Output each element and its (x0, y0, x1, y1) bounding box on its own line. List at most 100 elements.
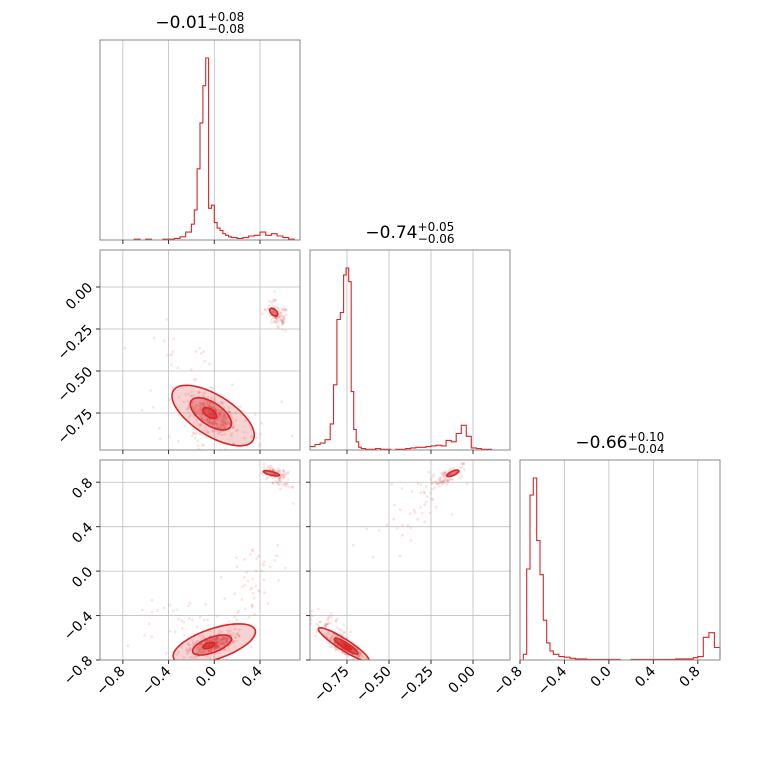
sample-point (215, 645, 219, 649)
sample-point (198, 649, 202, 652)
sample-point (210, 422, 213, 425)
summary-minus: −0.04 (628, 442, 665, 456)
sample-point (250, 605, 254, 609)
sample-point (194, 350, 198, 353)
sample-point (231, 639, 235, 643)
sample-point (215, 640, 219, 644)
sample-point (324, 623, 328, 627)
sample-point (440, 480, 444, 483)
sample-point (221, 418, 224, 422)
sample-point (327, 622, 331, 625)
sample-point (194, 377, 198, 381)
sample-point (219, 419, 223, 423)
sample-point (278, 315, 282, 319)
sample-point (461, 462, 465, 466)
sample-point (213, 421, 216, 425)
sample-point (214, 422, 217, 426)
sample-point (126, 644, 130, 648)
sample-point (330, 639, 334, 642)
sample-point (197, 408, 201, 412)
sample-point (152, 406, 155, 409)
sample-point (200, 642, 203, 646)
sample-point (330, 615, 333, 619)
sample-point (444, 478, 447, 481)
sample-point (221, 402, 225, 406)
sample-point (330, 634, 334, 638)
sample-point (434, 480, 437, 484)
sample-point (398, 554, 402, 558)
sample-point (280, 473, 284, 477)
sample-point (246, 579, 250, 583)
sample-point (221, 636, 225, 639)
sample-point (191, 639, 195, 642)
sample-point (340, 643, 344, 647)
sample-point (227, 410, 231, 414)
sample-point (194, 656, 197, 659)
sample-point (210, 638, 214, 641)
sample-point (277, 579, 280, 582)
sample-point (425, 485, 428, 488)
sample-point (284, 484, 288, 488)
sample-point (197, 412, 201, 416)
sample-point (196, 444, 200, 448)
sample-point (195, 625, 199, 629)
sample-point (196, 651, 199, 655)
sample-point (222, 637, 225, 641)
sample-point (255, 557, 258, 560)
sample-point (392, 517, 396, 521)
sample-point (235, 632, 239, 636)
sample-point (210, 405, 214, 409)
sample-point (183, 424, 187, 427)
x-tick-label: 0.4 (239, 663, 266, 690)
sample-point (329, 636, 333, 639)
sample-point (220, 642, 224, 646)
hist-panel-1: −0.74+0.05 −0.06 (309, 220, 511, 454)
sample-point (439, 472, 443, 476)
sample-point (251, 604, 254, 607)
sample-point (198, 401, 202, 405)
sample-point (209, 649, 213, 653)
x-tick-label: −0.8 (490, 664, 525, 699)
sample-point (250, 435, 254, 438)
sample-point (361, 654, 364, 658)
sample-point (230, 432, 234, 436)
sample-point (258, 590, 262, 593)
sample-point (172, 609, 175, 613)
sample-point (198, 635, 202, 638)
sample-point (198, 347, 202, 350)
density-contour (333, 637, 359, 655)
sample-point (205, 420, 209, 423)
sample-point (222, 641, 225, 644)
sample-point (272, 468, 275, 472)
sample-point (219, 423, 223, 427)
sample-point (203, 391, 207, 395)
sample-point (351, 649, 355, 652)
sample-point (216, 644, 219, 648)
sample-point (217, 402, 221, 406)
sample-point (214, 422, 218, 425)
sample-point (257, 554, 260, 558)
sample-point (260, 312, 264, 316)
sample-point (216, 644, 220, 647)
sample-point (273, 290, 276, 293)
panel-frame (309, 459, 511, 661)
sample-point (190, 390, 193, 394)
sample-point (241, 585, 244, 589)
sample-point (207, 419, 211, 423)
sample-point (253, 413, 257, 417)
y-tick-label: −0.4 (61, 608, 96, 643)
sample-point (254, 584, 257, 588)
sample-point (218, 639, 222, 643)
sample-point (280, 313, 283, 317)
sample-point (233, 592, 237, 596)
sample-point (200, 402, 204, 406)
sample-point (442, 472, 446, 476)
sample-point (253, 612, 256, 616)
density-contour (189, 396, 233, 431)
sample-point (249, 588, 253, 591)
sample-point (438, 479, 442, 482)
sample-point (439, 475, 443, 479)
sample-point (219, 413, 222, 416)
sample-point (442, 471, 446, 474)
